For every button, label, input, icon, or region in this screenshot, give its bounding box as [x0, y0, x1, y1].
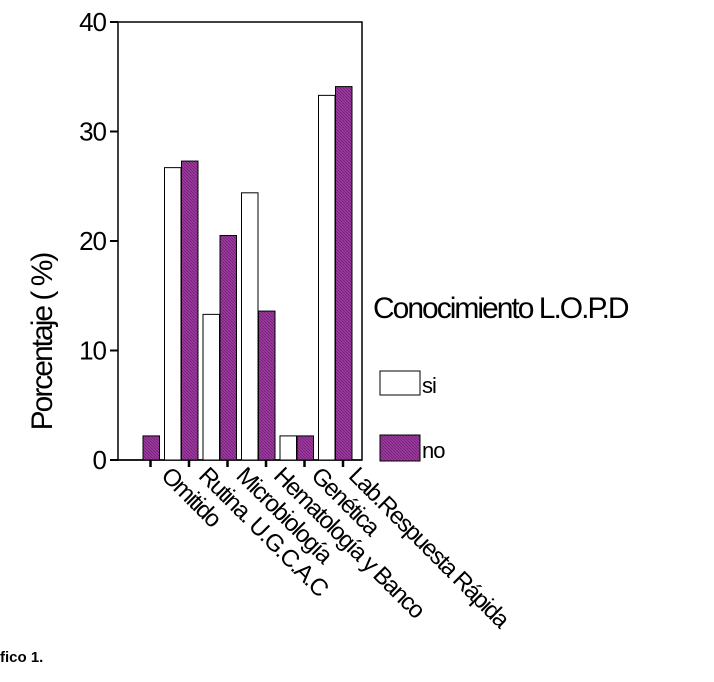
y-tick-label: 20: [79, 226, 106, 256]
bar-no: [335, 86, 353, 461]
bar-si: [279, 435, 297, 461]
y-tick-label: 40: [79, 7, 106, 37]
bar-si: [241, 192, 259, 461]
bar-si: [164, 167, 182, 461]
y-tick-label: 10: [79, 336, 106, 366]
legend-title: Conocimiento L.O.P.D: [373, 292, 629, 325]
bar-no: [219, 235, 237, 461]
figure-caption: fico 1.: [0, 649, 43, 666]
bar-no: [258, 310, 276, 461]
legend-label-no: no: [422, 438, 445, 463]
y-tick-label: 30: [79, 117, 106, 147]
legend-swatch-no: [379, 434, 421, 462]
bar-no: [142, 435, 160, 461]
bar-si: [318, 94, 336, 461]
bar-no: [296, 435, 314, 461]
y-axis-label: Porcentaje ( %): [26, 253, 59, 431]
legend-swatch-si: [379, 370, 421, 396]
y-tick-label: 0: [93, 445, 107, 475]
legend: Conocimiento L.O.P.D si no: [373, 292, 631, 463]
legend-label-si: si: [422, 373, 436, 398]
bar-si: [202, 313, 220, 461]
bar-no: [181, 160, 199, 461]
